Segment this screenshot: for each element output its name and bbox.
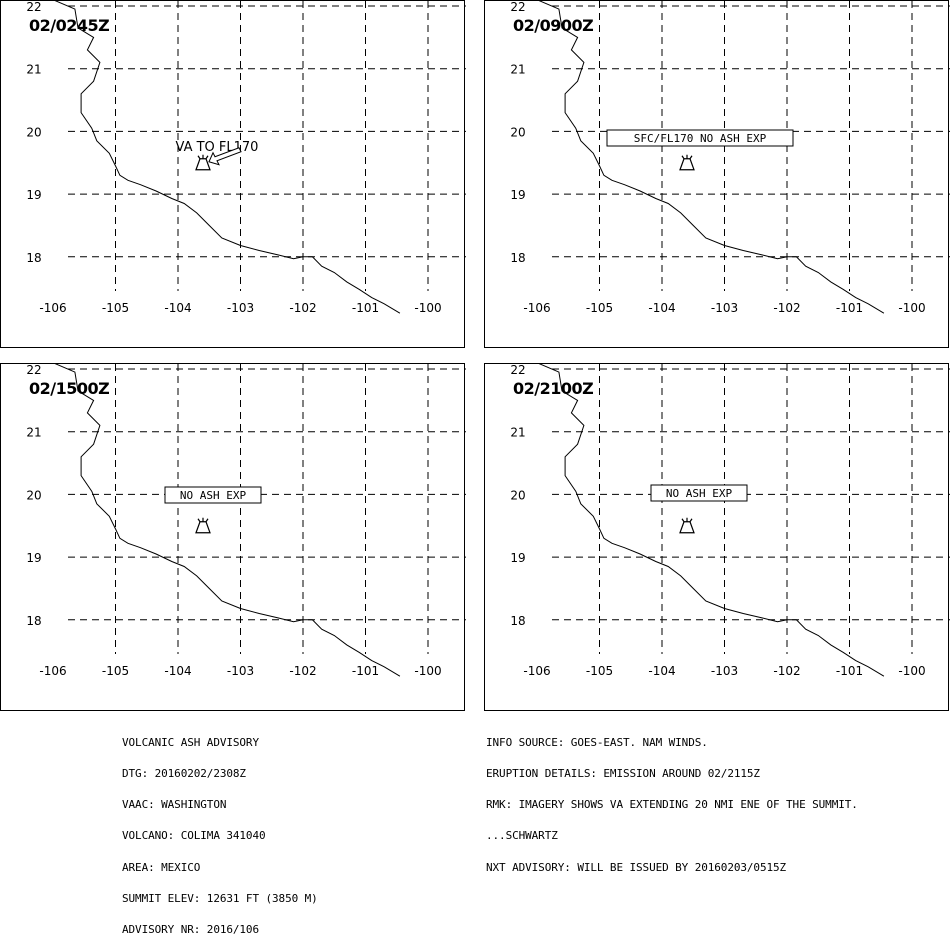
ash-label-box (606, 129, 794, 147)
forecast-panel-1: 22 21 20 19 18 -106 -105 -104 -103 -102 -101 -100 VA… (0, 0, 466, 348)
lon-tick-label: -102 (773, 301, 800, 315)
lon-tick-label: -101 (352, 664, 379, 678)
panel-title-4: 02/2100Z (513, 379, 594, 398)
coastline (54, 1, 401, 314)
lat-tick-label: 20 (510, 488, 525, 502)
lon-tick-label: -106 (39, 664, 66, 678)
map-svg-3: 22 21 20 19 18 -106 -105 -104 -103 -102 -101 -100 NO… (26, 364, 466, 678)
volcano-icon (679, 154, 695, 171)
lat-tick-label: 19 (510, 188, 525, 202)
lat-tick-label: 21 (510, 426, 525, 440)
lat-tick-label: 22 (510, 364, 525, 377)
lon-tick-label: -104 (648, 301, 675, 315)
ash-label-box (650, 484, 748, 502)
lat-tick-label: 19 (510, 551, 525, 565)
lat-tick-label: 21 (26, 63, 41, 77)
lon-tick-label: -100 (414, 301, 441, 315)
lat-tick-label: 18 (26, 614, 41, 628)
lat-tick-label: 18 (26, 251, 41, 265)
lon-tick-label: -106 (39, 301, 66, 315)
lat-tick-label: 20 (510, 125, 525, 139)
lon-tick-label: -103 (227, 664, 254, 678)
lon-tick-label: -101 (352, 301, 379, 315)
lon-tick-label: -102 (289, 664, 316, 678)
panel-title-3: 02/1500Z (29, 379, 110, 398)
advisory-info-left: VOLCANIC ASH ADVISORY DTG: 20160202/2308… (122, 717, 318, 946)
ash-direction-arrow-icon (208, 147, 242, 166)
advisory-line: ...SCHWARTZ (486, 829, 558, 843)
lat-tick-label: 22 (26, 364, 41, 377)
lon-tick-label: -100 (898, 664, 925, 678)
coastline (54, 364, 401, 677)
map-svg-2: 22 21 20 19 18 -106 -105 -104 -103 -102 -101 -100 SF… (510, 1, 950, 315)
advisory-line: INFO SOURCE: GOES-EAST. NAM WINDS. (486, 735, 708, 749)
advisory-line: DTG: 20160202/2308Z (122, 767, 246, 781)
lon-tick-label: -105 (102, 301, 129, 315)
forecast-panel-2: 22 21 20 19 18 -106 -105 -104 -103 -102 -101 -100 SF… (484, 0, 950, 348)
map-svg-4: 22 21 20 19 18 -106 -105 -104 -103 -102 -101 -100 NO… (510, 364, 950, 678)
advisory-line: AREA: MEXICO (122, 860, 201, 874)
lat-tick-label: 21 (510, 63, 525, 77)
panel-title-2: 02/0900Z (513, 16, 594, 35)
ash-label: SFC/FL170 NO ASH EXP (634, 132, 767, 145)
advisory-line: VAAC: WASHINGTON (122, 798, 227, 812)
panel-title-1: 02/0245Z (29, 16, 110, 35)
lat-tick-label: 20 (26, 488, 41, 502)
lon-tick-label: -106 (523, 664, 550, 678)
lon-tick-label: -100 (414, 664, 441, 678)
advisory-line: VOLCANO: COLIMA 341040 (122, 829, 266, 843)
volcano-icon (679, 517, 695, 534)
lon-tick-label: -105 (102, 664, 129, 678)
lon-tick-label: -102 (773, 664, 800, 678)
lon-tick-label: -104 (164, 664, 191, 678)
lat-tick-label: 22 (26, 1, 41, 14)
coastline (538, 364, 885, 677)
lon-tick-label: -106 (523, 301, 550, 315)
forecast-panel-4: 22 21 20 19 18 -106 -105 -104 -103 -102 -101 -100 NO… (484, 363, 950, 711)
ash-label: NO ASH EXP (180, 489, 247, 502)
lat-tick-label: 19 (26, 188, 41, 202)
lat-tick-label: 18 (510, 251, 525, 265)
advisory-line: ADVISORY NR: 2016/106 (122, 923, 259, 937)
lat-tick-label: 20 (26, 125, 41, 139)
lat-tick-label: 19 (26, 551, 41, 565)
volcano-icon (195, 517, 211, 534)
map-svg-1: 22 21 20 19 18 -106 -105 -104 -103 -102 -101 -100 VA… (26, 1, 466, 315)
lon-tick-label: -100 (898, 301, 925, 315)
advisory-line: NXT ADVISORY: WILL BE ISSUED BY 20160203… (486, 860, 787, 874)
ash-label: VA TO FL170 (176, 140, 259, 155)
advisory-line: ERUPTION DETAILS: EMISSION AROUND 02/211… (486, 767, 760, 781)
lon-tick-label: -105 (586, 664, 613, 678)
advisory-line: VOLCANIC ASH ADVISORY (122, 735, 259, 749)
lon-tick-label: -102 (289, 301, 316, 315)
lon-tick-label: -101 (836, 664, 863, 678)
lon-tick-label: -104 (648, 664, 675, 678)
lon-tick-label: -103 (227, 301, 254, 315)
coastline (538, 1, 885, 314)
lon-tick-label: -101 (836, 301, 863, 315)
ash-label-box (164, 486, 262, 504)
lon-tick-label: -103 (711, 664, 738, 678)
advisory-line: RMK: IMAGERY SHOWS VA EXTENDING 20 NMI E… (486, 798, 858, 812)
volcano-icon (195, 154, 211, 171)
lat-tick-label: 18 (510, 614, 525, 628)
lon-tick-label: -103 (711, 301, 738, 315)
advisory-info-right: INFO SOURCE: GOES-EAST. NAM WINDS. ERUPT… (486, 717, 858, 883)
advisory-line: SUMMIT ELEV: 12631 FT (3850 M) (122, 891, 318, 905)
lon-tick-label: -105 (586, 301, 613, 315)
ash-label: NO ASH EXP (666, 487, 733, 500)
lat-tick-label: 22 (510, 1, 525, 14)
lon-tick-label: -104 (164, 301, 191, 315)
lat-tick-label: 21 (26, 426, 41, 440)
forecast-panel-3: 22 21 20 19 18 -106 -105 -104 -103 -102 -101 -100 NO… (0, 363, 466, 711)
